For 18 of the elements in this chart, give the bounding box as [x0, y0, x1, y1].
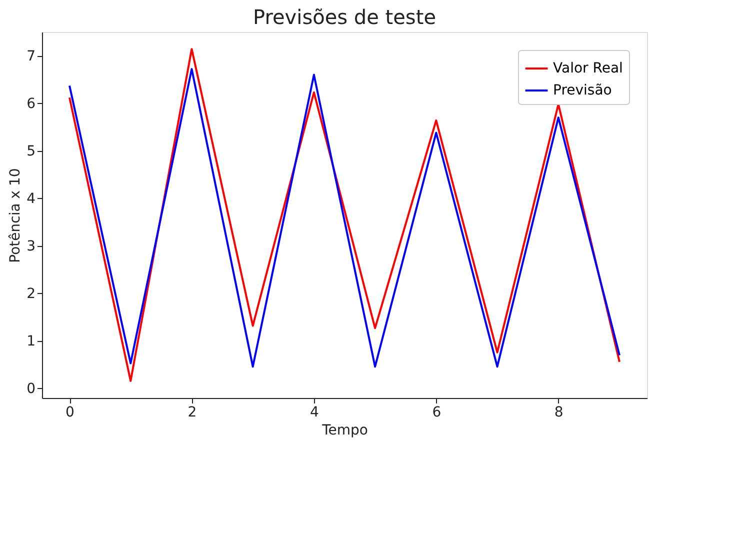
y-tick-label: 6 — [26, 96, 36, 112]
y-tick-label: 2 — [26, 286, 36, 302]
y-tick-label: 7 — [26, 48, 36, 64]
x-tick-label: 6 — [432, 404, 442, 420]
legend-label: Valor Real — [553, 60, 623, 76]
y-tick-label: 1 — [26, 333, 36, 350]
x-tick-label: 8 — [554, 404, 564, 420]
x-tick-label: 2 — [188, 404, 197, 420]
y-tick-label: 3 — [26, 238, 36, 254]
y-axis-title: Potência x 10 — [8, 168, 24, 263]
x-axis-title: Tempo — [321, 422, 368, 438]
chart-title: Previsões de teste — [253, 5, 436, 29]
y-tick-label: 0 — [26, 380, 36, 397]
y-tick-label: 5 — [26, 143, 36, 160]
x-tick-label: 0 — [66, 404, 74, 420]
x-tick-label: 4 — [310, 404, 319, 420]
y-tick-label: 4 — [26, 190, 36, 207]
legend-label: Previsão — [553, 82, 612, 98]
